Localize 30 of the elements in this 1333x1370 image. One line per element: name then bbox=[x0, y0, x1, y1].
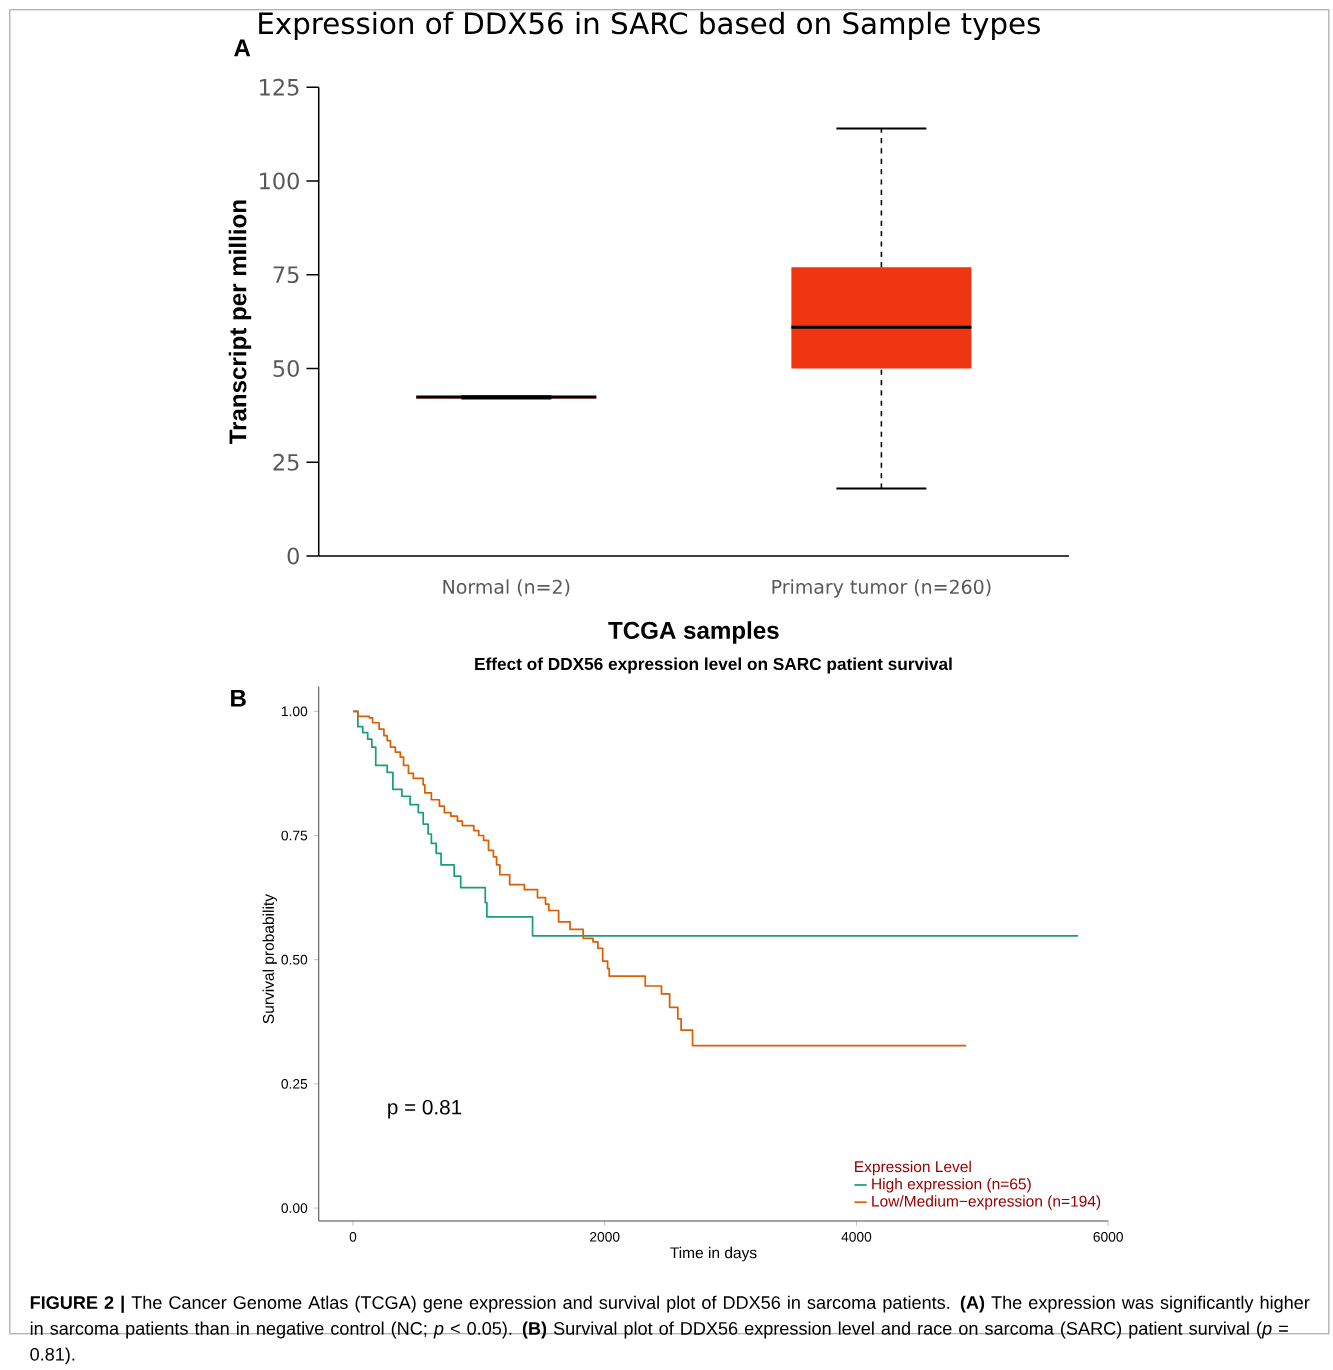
x-tick-label: 6000 bbox=[1093, 1231, 1124, 1242]
y-tick-label: 0.25 bbox=[281, 1078, 308, 1089]
y-axis-title: Transcript per million bbox=[228, 200, 252, 445]
y-tick-label: 25 bbox=[273, 453, 299, 471]
text: A bbox=[234, 39, 251, 57]
chart-title: Effect of DDX56 expression level on SARC patient survival bbox=[475, 657, 952, 674]
y-tick-label: 125 bbox=[260, 78, 299, 96]
y-tick-label: 100 bbox=[260, 172, 299, 190]
x-tick-label: 4000 bbox=[841, 1231, 872, 1242]
legend-title: Expression Level bbox=[855, 1160, 971, 1176]
y-tick-label: 1.00 bbox=[282, 706, 308, 717]
legend-label: Low/Medium−expression (n=194) bbox=[872, 1195, 1101, 1210]
x-axis-title: Time in days bbox=[670, 1246, 757, 1262]
x-tick-label: 2000 bbox=[590, 1231, 620, 1242]
x-axis-title: TCGA samples bbox=[608, 621, 779, 644]
x-tick-label: Primary tumor (n=260) bbox=[772, 579, 991, 598]
x-tick-label: 0 bbox=[349, 1231, 357, 1242]
text: FIGURE 2 | The Cancer Genome Atlas (TCGA) gene expression and survival plot of DDX56 in sarcoma patients. (A) The expression was significantly higher in sarcoma patients than in negative control (NC; p < 0.05). (B) Survival plot of DDX56 expression level and race on sarcoma (SARC) patient survival (p = 0.81). bbox=[30, 1295, 1310, 1365]
x-tick-label: Normal (n=2) bbox=[443, 579, 570, 597]
chart-title: Expression of DDX56 in SARC based on Sample types bbox=[259, 11, 1041, 41]
text: B bbox=[231, 689, 246, 707]
y-tick-label: 50 bbox=[273, 360, 299, 378]
legend-label: High expression (n=65) bbox=[872, 1178, 1031, 1193]
y-tick-label: 0.50 bbox=[281, 954, 308, 965]
y-tick-label: 0.00 bbox=[281, 1203, 308, 1213]
y-axis-title: Survival probability bbox=[262, 894, 278, 1024]
y-tick-label: 0.75 bbox=[281, 830, 308, 841]
y-tick-label: 0 bbox=[287, 547, 299, 565]
annotation: p = 0.81 bbox=[388, 1099, 462, 1119]
y-tick-label: 75 bbox=[273, 266, 299, 284]
